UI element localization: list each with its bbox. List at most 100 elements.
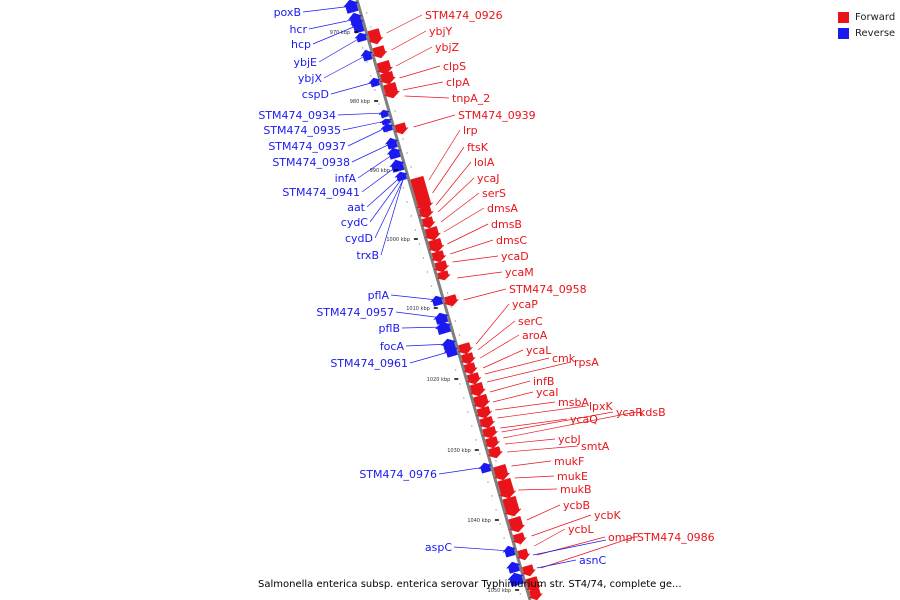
scale-dot bbox=[370, 26, 372, 28]
forward-gene-arrow bbox=[443, 294, 460, 307]
reverse-label-leader bbox=[401, 326, 446, 329]
forward-gene-arrow bbox=[487, 446, 504, 459]
forward-gene-label: aroA bbox=[522, 329, 548, 342]
forward-gene-arrow bbox=[379, 70, 397, 85]
scale-dot bbox=[471, 425, 473, 427]
scale-dot bbox=[467, 411, 469, 413]
reverse-label-leader bbox=[347, 126, 388, 147]
forward-gene-arrow bbox=[430, 250, 447, 263]
kbp-tick-label: 1010 kbp bbox=[406, 306, 430, 312]
forward-gene-arrow bbox=[525, 576, 542, 593]
scale-dot bbox=[475, 439, 477, 441]
forward-label-leader bbox=[514, 475, 555, 479]
reverse-label-leader bbox=[337, 112, 384, 116]
forward-gene-label: ycaP bbox=[512, 298, 538, 311]
reverse-gene-arrow bbox=[433, 312, 450, 325]
forward-label-leader bbox=[457, 271, 503, 279]
forward-gene-arrow bbox=[484, 436, 501, 449]
reverse-gene-label: poxB bbox=[274, 6, 301, 19]
forward-label-leader bbox=[413, 114, 456, 128]
reverse-label-leader bbox=[390, 294, 438, 301]
forward-label-leader bbox=[395, 46, 433, 67]
forward-label-leader bbox=[391, 30, 427, 51]
forward-gene-label: STM474_0958 bbox=[509, 283, 587, 296]
scale-dot bbox=[410, 166, 412, 168]
map-caption: Salmonella enterica subsp. enterica sero… bbox=[258, 579, 682, 590]
forward-label-leader bbox=[484, 357, 550, 375]
reverse-gene-label: cydD bbox=[345, 232, 373, 245]
forward-gene-label: smtA bbox=[581, 440, 610, 453]
forward-gene-arrow bbox=[376, 59, 394, 75]
forward-label-leader bbox=[447, 223, 489, 245]
kbp-tick-label: 1040 kbp bbox=[467, 518, 491, 524]
forward-gene-label: ycaL bbox=[526, 344, 552, 357]
forward-gene-label: serS bbox=[482, 187, 506, 200]
forward-label-leader bbox=[463, 288, 507, 301]
forward-gene-label: mukB bbox=[560, 483, 592, 496]
reverse-gene-label: pflB bbox=[379, 322, 400, 335]
forward-gene-label: kdsB bbox=[639, 406, 666, 419]
reverse-label-leader bbox=[323, 54, 368, 79]
scale-dot bbox=[414, 229, 416, 231]
scale-dot bbox=[519, 544, 521, 546]
reverse-label-leader bbox=[438, 466, 486, 475]
forward-gene-arrow bbox=[478, 415, 496, 429]
scale-dot bbox=[459, 383, 461, 385]
forward-label-leader bbox=[487, 361, 572, 383]
reverse-gene-label: STM474_0938 bbox=[272, 156, 350, 169]
reverse-gene-label: trxB bbox=[356, 249, 379, 262]
scale-dot bbox=[450, 306, 453, 308]
reverse-gene-label: cspD bbox=[302, 88, 329, 101]
forward-gene-label: cmk bbox=[552, 352, 576, 365]
reverse-gene-label: STM474_0935 bbox=[263, 124, 341, 137]
kbp-tick-label: 990 kbp bbox=[370, 168, 390, 174]
scale-dot bbox=[426, 271, 429, 273]
forward-gene-arrow bbox=[497, 477, 517, 499]
forward-gene-arrow bbox=[511, 532, 528, 545]
forward-gene-arrow bbox=[420, 216, 436, 229]
forward-label-leader bbox=[507, 445, 579, 453]
scale-dot bbox=[454, 320, 457, 322]
scale-dot bbox=[463, 397, 465, 399]
forward-label-leader bbox=[489, 380, 531, 393]
forward-gene-label: serC bbox=[518, 315, 543, 328]
forward-label-leader bbox=[450, 239, 494, 255]
reverse-label-leader bbox=[395, 311, 443, 319]
reverse-gene-arrow bbox=[434, 321, 452, 336]
forward-gene-arrow bbox=[502, 495, 522, 517]
forward-gene-label: dmsB bbox=[491, 218, 522, 231]
legend: Forward Reverse bbox=[838, 9, 895, 41]
reverse-gene-arrow bbox=[377, 109, 391, 119]
forward-label-leader bbox=[437, 177, 475, 213]
reverse-gene-label: infA bbox=[335, 172, 357, 185]
reverse-gene-label: hcp bbox=[291, 38, 311, 51]
forward-gene-label: ycaM bbox=[505, 266, 534, 279]
reverse-gene-label: ybjE bbox=[294, 56, 318, 69]
forward-gene-arrow bbox=[367, 28, 384, 45]
reverse-gene-arrow bbox=[368, 77, 382, 88]
forward-gene-label: rpsA bbox=[574, 356, 599, 369]
reverse-gene-label: STM474_0941 bbox=[282, 186, 360, 199]
scale-dot bbox=[366, 61, 368, 63]
legend-forward: Forward bbox=[838, 9, 895, 25]
reverse-gene-label: hcr bbox=[289, 23, 307, 36]
forward-gene-label: clpA bbox=[446, 76, 470, 89]
forward-label-leader bbox=[482, 349, 524, 369]
forward-label-leader bbox=[404, 95, 450, 99]
forward-label-leader bbox=[497, 405, 587, 419]
scale-dot bbox=[418, 243, 421, 245]
forward-label-leader bbox=[402, 81, 444, 91]
forward-label-leader bbox=[526, 504, 561, 521]
scale-dot bbox=[410, 215, 412, 217]
reverse-gene-label: cydC bbox=[341, 216, 369, 229]
forward-gene-label: ycbJ bbox=[558, 433, 581, 446]
reverse-label-leader bbox=[366, 175, 402, 208]
forward-swatch bbox=[838, 11, 849, 23]
scale-dot bbox=[422, 257, 425, 259]
reverse-label-leader bbox=[342, 120, 386, 131]
reverse-gene-arrow bbox=[360, 49, 374, 62]
forward-label-leader bbox=[492, 391, 534, 403]
reverse-label-leader bbox=[532, 539, 607, 556]
forward-gene-label: STM474_0939 bbox=[458, 109, 536, 122]
